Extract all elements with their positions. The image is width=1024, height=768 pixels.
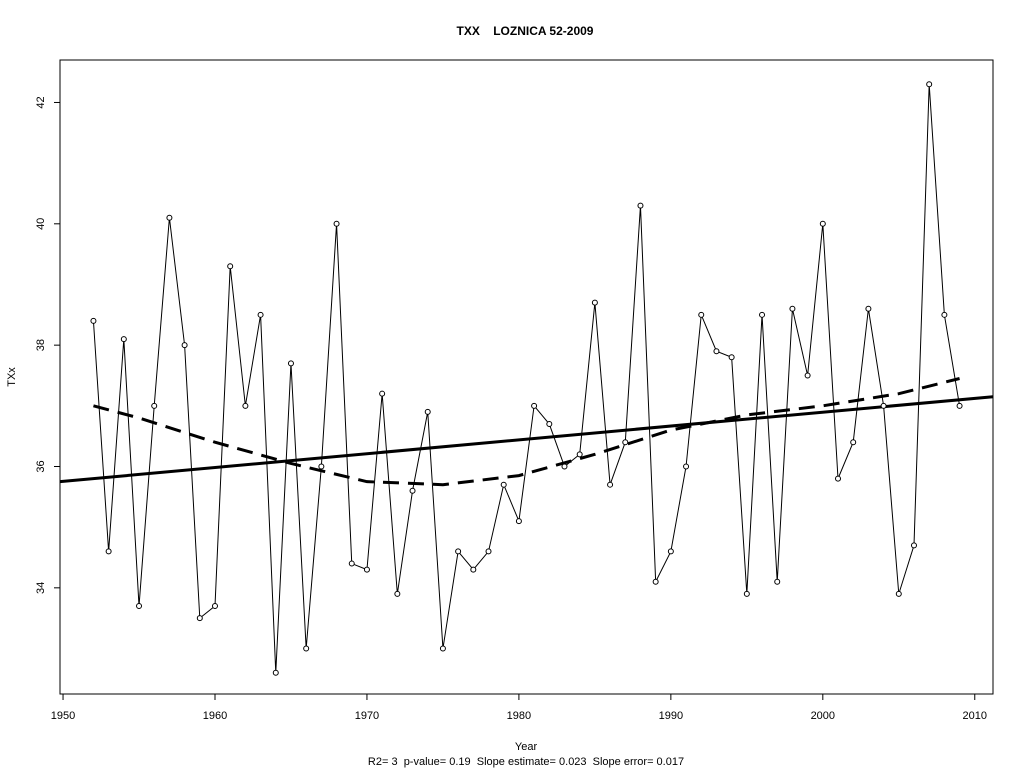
- data-point: [136, 603, 143, 610]
- y-tick-label: 42: [35, 96, 47, 108]
- data-point: [804, 372, 811, 379]
- y-tick-label: 38: [35, 339, 47, 351]
- data-point: [591, 299, 598, 306]
- x-tick-label: 1990: [659, 710, 683, 722]
- x-tick-label: 1950: [51, 710, 75, 722]
- data-point: [774, 578, 781, 585]
- data-point: [667, 548, 674, 555]
- data-point: [561, 463, 568, 470]
- trend-line: [59, 395, 994, 484]
- data-point: [303, 645, 310, 652]
- plot-frame: [59, 59, 994, 695]
- data-point: [698, 311, 705, 318]
- y-axis-label: TXx: [6, 367, 18, 387]
- data-point: [713, 348, 720, 355]
- data-point: [333, 220, 340, 227]
- data-point: [926, 81, 933, 88]
- footer-stats: R2= 3 p-value= 0.19 Slope estimate= 0.02…: [368, 756, 684, 768]
- data-point: [500, 481, 507, 488]
- smooth-curve: [93, 377, 960, 487]
- data-point: [637, 202, 644, 209]
- x-tick-label: 1970: [355, 710, 379, 722]
- data-point: [439, 645, 446, 652]
- data-point: [424, 408, 431, 415]
- data-point: [318, 463, 325, 470]
- data-point: [835, 475, 842, 482]
- x-tick-label: 2010: [963, 710, 987, 722]
- data-point: [728, 354, 735, 361]
- x-tick-label: 1960: [203, 710, 227, 722]
- y-axis: 34 36 38 40 42: [35, 96, 60, 594]
- y-tick-label: 36: [35, 460, 47, 472]
- data-point: [470, 566, 477, 573]
- chart-title: TXX LOZNICA 52-2009: [457, 24, 594, 38]
- data-point: [348, 560, 355, 567]
- data-point: [910, 542, 917, 549]
- data-point: [743, 590, 750, 597]
- data-point: [363, 566, 370, 573]
- data-point: [789, 305, 796, 312]
- data-point: [759, 311, 766, 318]
- data-point: [394, 590, 401, 597]
- data-point: [196, 615, 203, 622]
- data-point: [181, 342, 188, 349]
- data-point: [485, 548, 492, 555]
- x-tick-label: 1980: [507, 710, 531, 722]
- data-point: [622, 439, 629, 446]
- data-point: [151, 402, 158, 409]
- data-point: [683, 463, 690, 470]
- data-point: [515, 518, 522, 525]
- data-point: [880, 402, 887, 409]
- x-tick-label: 2000: [811, 710, 835, 722]
- x-axis-label: Year: [515, 741, 538, 753]
- data-point: [242, 402, 249, 409]
- data-point: [379, 390, 386, 397]
- data-point: [576, 451, 583, 458]
- data-point: [409, 487, 416, 494]
- data-point: [90, 317, 97, 324]
- y-tick-label: 34: [35, 582, 47, 594]
- data-point: [211, 603, 218, 610]
- data-point: [819, 220, 826, 227]
- data-point: [895, 590, 902, 597]
- data-point: [956, 402, 963, 409]
- data-point: [455, 548, 462, 555]
- data-point: [652, 578, 659, 585]
- data-series-line: [92, 84, 961, 673]
- data-point: [607, 481, 614, 488]
- data-point: [287, 360, 294, 367]
- data-point: [257, 311, 264, 318]
- data-point: [865, 305, 872, 312]
- data-points: [90, 81, 963, 676]
- y-tick-label: 40: [35, 218, 47, 230]
- data-point: [120, 336, 127, 343]
- data-point: [272, 669, 279, 676]
- data-point: [105, 548, 112, 555]
- x-axis: 1950 1960 1970 1980 1990 2000 2010: [51, 694, 987, 722]
- data-point: [166, 214, 173, 221]
- data-point: [531, 402, 538, 409]
- data-point: [850, 439, 857, 446]
- data-point: [227, 263, 234, 270]
- data-point: [941, 311, 948, 318]
- data-point: [546, 421, 553, 428]
